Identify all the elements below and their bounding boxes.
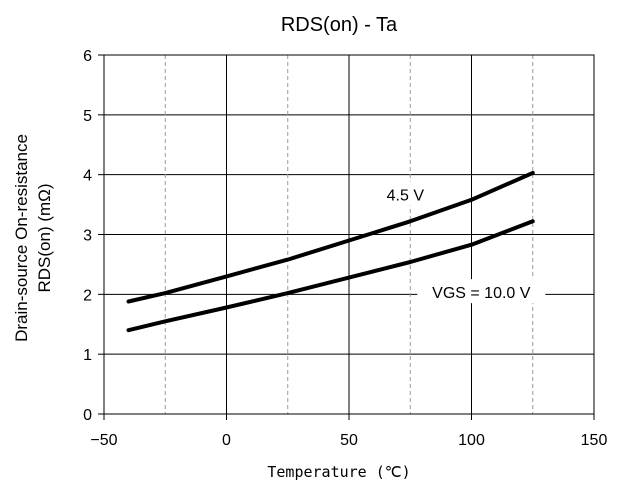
- y-tick-label-1: 1: [83, 347, 92, 364]
- x-tick-label-0: −50: [90, 432, 117, 449]
- annotations: 4.5 V VGS = 10.0 V: [374, 181, 546, 304]
- x-tick-label-1: 0: [222, 432, 231, 449]
- x-tick-label-3: 100: [458, 432, 485, 449]
- annotation-label-0: 4.5 V: [387, 188, 425, 205]
- series-line-1: [126, 219, 535, 333]
- y-axis-label-line2: RDS(on) (mΩ): [35, 183, 54, 292]
- series-lines: [126, 170, 535, 333]
- y-tick-label-3: 3: [83, 228, 92, 245]
- x-tick-label-4: 150: [581, 432, 608, 449]
- chart-title: RDS(on) - Ta: [281, 14, 398, 36]
- x-axis-label: Temperature (℃): [267, 463, 410, 481]
- series-line-0: [126, 170, 535, 304]
- y-tick-label-2: 2: [83, 287, 92, 304]
- y-tick-label-5: 5: [83, 108, 92, 125]
- y-tick-label-0: 0: [83, 407, 92, 424]
- axis-ticks: 0 1 2 3 4 5 6 −50 0 50 100 150: [83, 48, 607, 449]
- annotation-bg-0: [374, 181, 437, 206]
- annotation-bg-1: [417, 279, 546, 304]
- y-axis-label-line1: Drain-source On-resistance: [12, 134, 31, 342]
- annotation-label-1: VGS = 10.0 V: [432, 285, 531, 302]
- x-tick-label-2: 50: [340, 432, 358, 449]
- y-tick-label-4: 4: [83, 168, 92, 185]
- y-tick-label-6: 6: [83, 48, 92, 65]
- grid: [104, 55, 594, 414]
